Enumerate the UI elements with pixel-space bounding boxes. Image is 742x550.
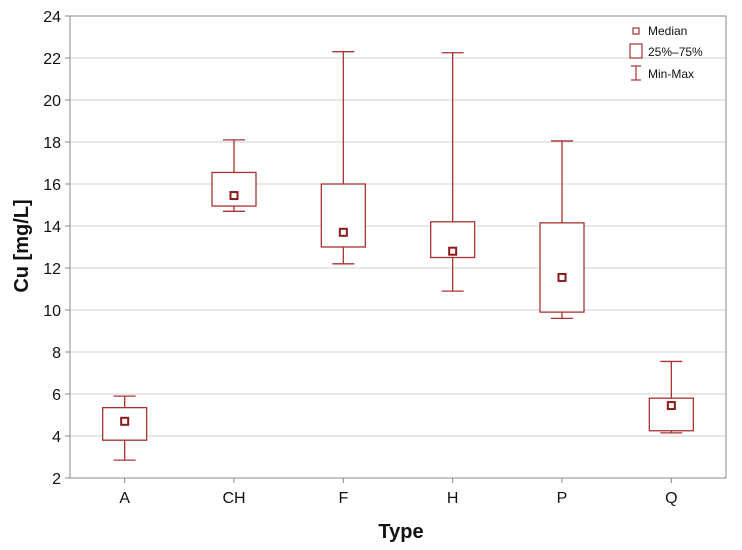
legend-whisker-label: Min-Max — [648, 67, 694, 81]
y-tick-label: 4 — [52, 429, 61, 446]
grid-lines — [70, 57, 726, 437]
y-axis-title: Cu [mg/L] — [11, 199, 33, 292]
y-tick-label: 22 — [43, 51, 61, 68]
y-tick-label: 14 — [43, 219, 61, 236]
median-marker — [229, 191, 239, 201]
box-group-a — [102, 395, 148, 461]
x-axis-ticks: A CH F H P Q — [119, 478, 678, 507]
x-tick-label: A — [119, 490, 130, 507]
y-tick-label: 6 — [52, 387, 61, 404]
y-tick-label: 8 — [52, 345, 61, 362]
plot-frame — [69, 15, 727, 479]
box-group-p — [539, 140, 585, 320]
box-group-f — [320, 51, 366, 265]
x-tick-label: H — [447, 490, 459, 507]
x-axis-title: Type — [378, 521, 423, 543]
box-iqr — [320, 183, 366, 248]
box-iqr — [211, 171, 257, 207]
median-marker — [120, 416, 130, 426]
legend-box-label: 25%–75% — [648, 45, 703, 59]
x-tick-label: CH — [222, 490, 245, 507]
legend-median-marker — [632, 27, 640, 35]
median-marker — [666, 401, 676, 411]
y-tick-label: 2 — [52, 471, 61, 488]
box-series — [102, 51, 694, 461]
box-group-ch — [211, 139, 257, 212]
x-tick-label: P — [557, 490, 568, 507]
legend-median-label: Median — [648, 24, 687, 38]
box-group-h — [430, 52, 476, 292]
legend-box-marker — [629, 43, 643, 59]
median-marker — [557, 272, 567, 282]
x-tick-label: F — [338, 490, 348, 507]
median-marker — [338, 227, 348, 237]
y-tick-label: 16 — [43, 177, 61, 194]
x-tick-label: Q — [665, 490, 677, 507]
y-tick-label: 20 — [43, 93, 61, 110]
median-marker — [448, 246, 458, 256]
box-iqr — [539, 222, 585, 313]
y-tick-label: 12 — [43, 261, 61, 278]
y-tick-label: 18 — [43, 135, 61, 152]
legend: Median 25%–75% Min-Max — [629, 24, 703, 81]
y-tick-label: 24 — [43, 9, 61, 26]
y-tick-label: 10 — [43, 303, 61, 320]
box-group-q — [648, 360, 694, 434]
